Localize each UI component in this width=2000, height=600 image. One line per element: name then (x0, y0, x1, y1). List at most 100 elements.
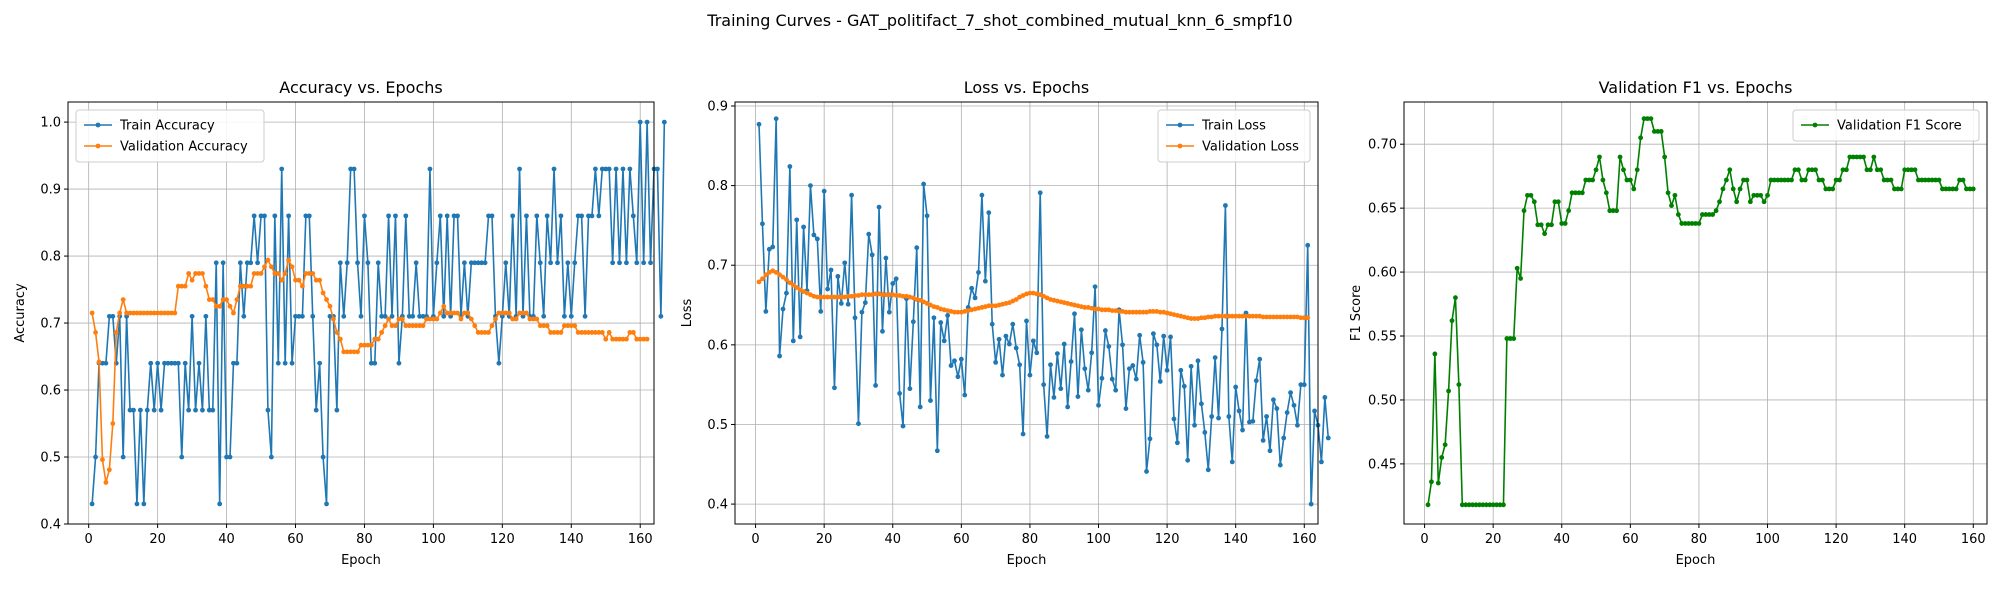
data-point (900, 423, 906, 429)
data-point (1288, 314, 1293, 320)
x-tick-label: 20 (149, 532, 166, 547)
data-point (856, 421, 861, 427)
data-point (624, 336, 629, 342)
x-tick-label: 0 (85, 532, 93, 547)
data-point (1627, 177, 1633, 183)
data-point (1439, 455, 1445, 460)
data-point (379, 330, 385, 335)
data-point (620, 166, 626, 172)
data-point (1432, 351, 1438, 357)
data-point (1898, 186, 1904, 192)
data-point (1277, 314, 1283, 320)
data-point (289, 360, 295, 366)
data-point (1573, 190, 1578, 196)
x-axis-label: Epoch (1007, 553, 1047, 568)
data-point (893, 293, 899, 298)
data-point (379, 313, 385, 319)
data-point (1658, 129, 1664, 134)
data-point (206, 297, 212, 303)
data-point (1034, 350, 1040, 356)
data-point (1164, 367, 1170, 373)
data-point (972, 295, 978, 301)
legend-marker (95, 143, 101, 149)
data-point (1840, 167, 1846, 173)
data-point (279, 166, 285, 172)
data-point (1250, 418, 1256, 424)
data-point (1559, 221, 1565, 226)
chart-title: Accuracy vs. Epochs (279, 78, 442, 97)
data-point (265, 257, 271, 263)
data-point (849, 192, 854, 198)
data-point (365, 260, 371, 266)
data-point (1751, 192, 1757, 198)
y-tick-label: 0.4 (40, 518, 61, 533)
data-point (1099, 375, 1105, 381)
data-point (324, 501, 329, 507)
data-point (910, 319, 916, 325)
data-point (1874, 167, 1880, 173)
data-point (441, 313, 447, 319)
data-point (952, 309, 957, 315)
data-point (558, 330, 564, 335)
data-point (1061, 341, 1067, 347)
data-point (420, 323, 426, 329)
data-point (1706, 212, 1712, 217)
data-point (661, 119, 667, 125)
data-point (327, 313, 333, 319)
data-point (1130, 309, 1136, 315)
data-point (458, 316, 464, 322)
data-point (1037, 190, 1043, 196)
data-point (1693, 221, 1698, 226)
data-point (262, 264, 267, 270)
data-point (1195, 358, 1201, 364)
data-point (1281, 435, 1287, 441)
data-point (637, 119, 643, 125)
data-point (503, 260, 509, 266)
data-point (451, 310, 457, 316)
y-axis-label: F1 Score (1349, 285, 1364, 341)
data-point (382, 323, 388, 329)
data-point (465, 310, 471, 316)
data-point (1295, 422, 1300, 428)
data-point (880, 292, 885, 298)
data-point (941, 338, 947, 344)
data-point (1137, 332, 1143, 338)
data-point (137, 407, 143, 413)
y-tick-label: 0.8 (40, 250, 61, 265)
data-point (1929, 177, 1935, 183)
data-point (1936, 177, 1942, 183)
data-point (572, 260, 578, 266)
legend-label: Train Accuracy (119, 119, 215, 134)
data-point (1154, 342, 1160, 348)
data-point (117, 310, 123, 316)
data-point (1140, 359, 1146, 365)
data-point (89, 501, 95, 507)
data-point (517, 310, 522, 316)
data-point (1747, 199, 1753, 205)
data-point (586, 330, 591, 335)
data-point (1425, 502, 1431, 508)
data-point (842, 260, 848, 266)
data-point (828, 294, 834, 300)
data-point (486, 213, 491, 219)
data-point (386, 316, 391, 322)
data-point (1260, 437, 1266, 443)
data-point (527, 316, 533, 322)
data-point (1271, 314, 1276, 320)
data-point (1682, 221, 1688, 226)
data-point (448, 310, 454, 316)
data-point (1518, 276, 1523, 281)
data-point (120, 454, 126, 460)
axes-frame (734, 101, 1319, 525)
data-point (1223, 203, 1228, 208)
data-point (172, 310, 178, 316)
data-point (641, 260, 647, 266)
data-point (1837, 177, 1842, 183)
data-point (175, 283, 181, 289)
y-tick-label: 0.6 (707, 338, 728, 353)
data-point (165, 310, 171, 316)
data-point (310, 313, 316, 319)
data-point (193, 407, 198, 413)
data-point (1943, 186, 1949, 192)
data-point (818, 294, 824, 300)
